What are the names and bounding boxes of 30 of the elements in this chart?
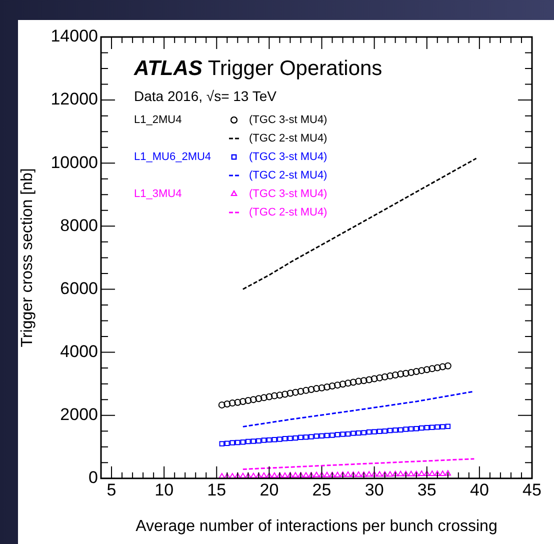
legend-label: (TGC 2-st MU4): [249, 170, 328, 182]
x-tick-label: 10: [154, 480, 174, 500]
x-tick-label: 35: [417, 480, 436, 500]
text: ATLAS Trigger Operations: [133, 56, 382, 80]
annotation: L1_2MU4: [134, 114, 182, 126]
legend-label: (TGC 2-st MU4): [249, 132, 328, 145]
legend-label: (TGC 2-st MU4): [249, 206, 328, 219]
annotation: L1_3MU4: [134, 188, 182, 200]
legend-label: (TGC 3-st MU4): [249, 188, 328, 200]
text: Data 2016, √s= 13 TeV: [134, 88, 278, 104]
x-tick-label: 5: [106, 480, 116, 500]
y-tick-label: 2000: [60, 405, 98, 424]
y-tick-label: 10000: [50, 152, 98, 172]
x-tick-label: 15: [207, 480, 226, 500]
legend-label: (TGC 3-st MU4): [249, 151, 328, 164]
x-tick-label: 20: [260, 480, 279, 500]
legend-label: (TGC 3-st MU4): [249, 114, 328, 126]
y-axis-title: Trigger cross section [nb]: [19, 168, 36, 348]
x-tick-label: 30: [364, 480, 384, 500]
y-tick-label: 0: [88, 468, 98, 488]
x-axis-title: Average number of interactions per bunch crossing: [136, 518, 498, 535]
y-tick-label: 14000: [50, 26, 98, 46]
x-tick-label: 40: [470, 480, 489, 500]
x-tick-label: 25: [312, 480, 332, 500]
x-tick-label: 45: [522, 480, 542, 500]
annotation: L1_MU6_2MU4: [134, 151, 212, 164]
y-tick-label: 4000: [60, 342, 98, 361]
y-tick-label: 6000: [60, 278, 98, 298]
y-tick-label: 8000: [60, 216, 98, 235]
y-tick-label: 12000: [50, 90, 98, 109]
